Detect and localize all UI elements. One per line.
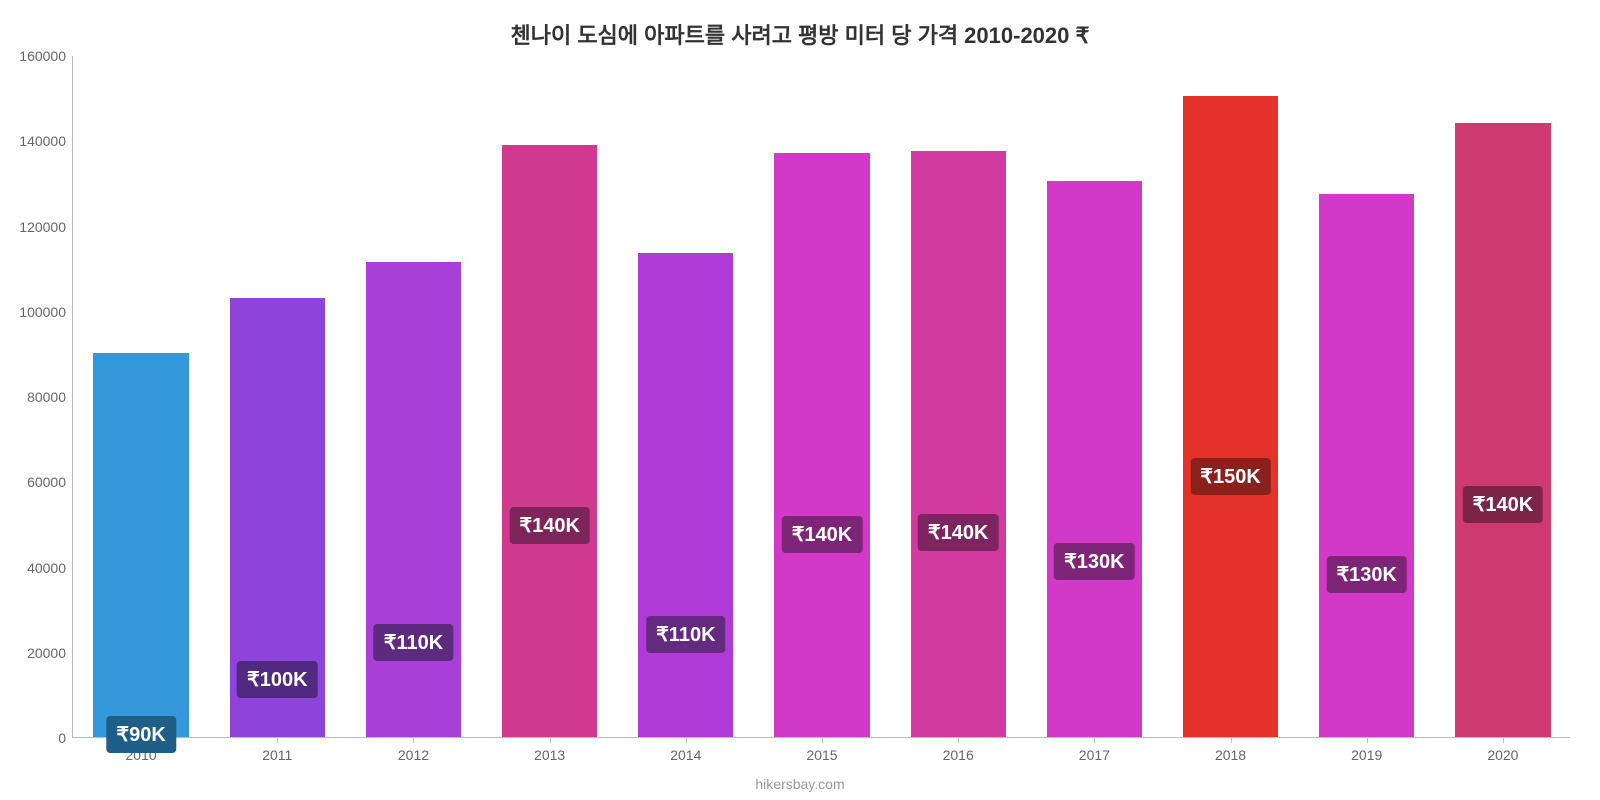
bar-value-label: ₹140K xyxy=(918,514,999,551)
chart-title: 첸나이 도심에 아파트를 사려고 평방 미터 당 가격 2010-2020 ₹ xyxy=(0,18,1600,50)
x-tick xyxy=(277,737,278,743)
x-tick xyxy=(413,737,414,743)
source-attribution: hikersbay.com xyxy=(755,776,844,792)
x-tick-label: 2011 xyxy=(262,747,292,763)
x-tick-label: 2014 xyxy=(670,747,701,763)
chart-container: 첸나이 도심에 아파트를 사려고 평방 미터 당 가격 2010-2020 ₹ … xyxy=(0,0,1600,800)
x-tick xyxy=(1094,737,1095,743)
bar: ₹140K xyxy=(1455,123,1550,737)
y-tick-label: 160000 xyxy=(19,48,66,64)
x-tick xyxy=(1367,737,1368,743)
x-tick xyxy=(686,737,687,743)
bars-area: 2010₹90K2011₹100K2012₹110K2013₹140K2014₹… xyxy=(72,56,1570,738)
bar: ₹130K xyxy=(1319,194,1414,737)
x-tick-label: 2019 xyxy=(1351,747,1382,763)
x-tick xyxy=(822,737,823,743)
x-tick-label: 2017 xyxy=(1079,747,1110,763)
x-tick xyxy=(1503,737,1504,743)
y-tick-label: 60000 xyxy=(27,474,66,490)
x-tick-label: 2012 xyxy=(398,747,429,763)
bar-value-label: ₹140K xyxy=(509,507,590,544)
bar: ₹140K xyxy=(502,145,597,737)
x-tick xyxy=(1231,737,1232,743)
bar: ₹110K xyxy=(366,262,461,737)
bar-value-label: ₹130K xyxy=(1054,543,1135,580)
bar-value-label: ₹90K xyxy=(106,716,175,753)
x-tick xyxy=(958,737,959,743)
bar: ₹150K xyxy=(1183,96,1278,738)
y-tick-label: 0 xyxy=(58,730,66,746)
x-tick-label: 2013 xyxy=(534,747,565,763)
x-tick-label: 2020 xyxy=(1487,747,1518,763)
x-tick xyxy=(550,737,551,743)
bar-value-label: ₹110K xyxy=(646,616,725,653)
bar: ₹110K xyxy=(638,253,733,737)
y-tick-label: 120000 xyxy=(19,219,66,235)
bar-value-label: ₹140K xyxy=(782,516,863,553)
bar-value-label: ₹130K xyxy=(1326,556,1407,593)
y-tick-label: 80000 xyxy=(27,389,66,405)
bar: ₹140K xyxy=(911,151,1006,737)
bar: ₹130K xyxy=(1047,181,1142,737)
x-tick-label: 2015 xyxy=(806,747,837,763)
bar: ₹100K xyxy=(230,298,325,737)
bar: ₹140K xyxy=(774,153,869,737)
plot-area: 0200004000060000800001000001200001400001… xyxy=(0,56,1600,738)
y-tick-label: 100000 xyxy=(19,304,66,320)
y-tick-label: 20000 xyxy=(27,645,66,661)
x-tick-label: 2018 xyxy=(1215,747,1246,763)
x-tick-label: 2016 xyxy=(943,747,974,763)
bar-value-label: ₹150K xyxy=(1190,458,1271,495)
y-axis: 0200004000060000800001000001200001400001… xyxy=(0,56,72,738)
bar-value-label: ₹140K xyxy=(1463,486,1544,523)
bar-value-label: ₹100K xyxy=(237,661,318,698)
bar: ₹90K xyxy=(93,353,188,737)
y-tick-label: 140000 xyxy=(19,133,66,149)
y-tick-label: 40000 xyxy=(27,560,66,576)
bar-value-label: ₹110K xyxy=(374,624,453,661)
